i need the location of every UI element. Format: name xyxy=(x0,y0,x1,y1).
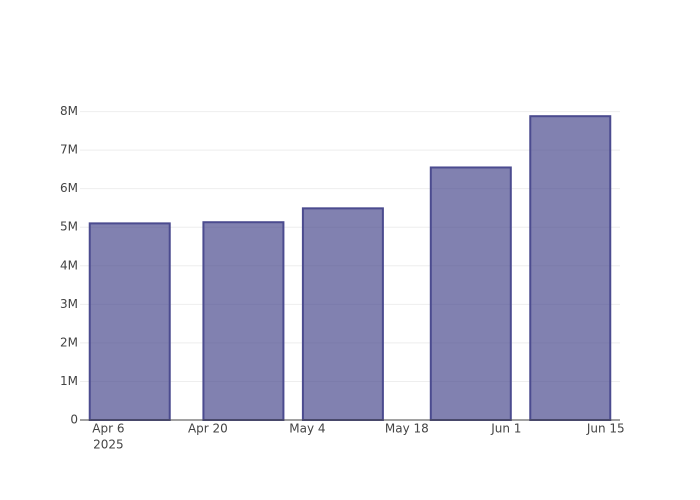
bar xyxy=(301,207,384,421)
y-tick-label: 8M xyxy=(60,104,78,118)
x-tick-label: Jun 1 xyxy=(490,422,521,436)
y-tick-label: 4M xyxy=(60,258,78,272)
bar xyxy=(202,221,285,421)
y-tick-label: 7M xyxy=(60,143,78,157)
x-tick-label: Jun 15 xyxy=(586,422,625,436)
x-tick-label: Apr 6 xyxy=(92,422,124,436)
y-tick-label: 0 xyxy=(70,413,78,427)
x-tick-year: 2025 xyxy=(93,438,124,452)
y-tick-label: 6M xyxy=(60,181,78,195)
y-tick-label: 5M xyxy=(60,220,78,234)
x-tick-label: Apr 20 xyxy=(188,422,228,436)
bar xyxy=(529,115,612,421)
x-tick-label: May 18 xyxy=(385,422,429,436)
bar xyxy=(88,222,171,421)
x-tick-label: May 4 xyxy=(289,422,325,436)
y-tick-label: 1M xyxy=(60,374,78,388)
bar xyxy=(429,166,512,421)
y-tick-label: 2M xyxy=(60,335,78,349)
y-tick-label: 3M xyxy=(60,297,78,311)
